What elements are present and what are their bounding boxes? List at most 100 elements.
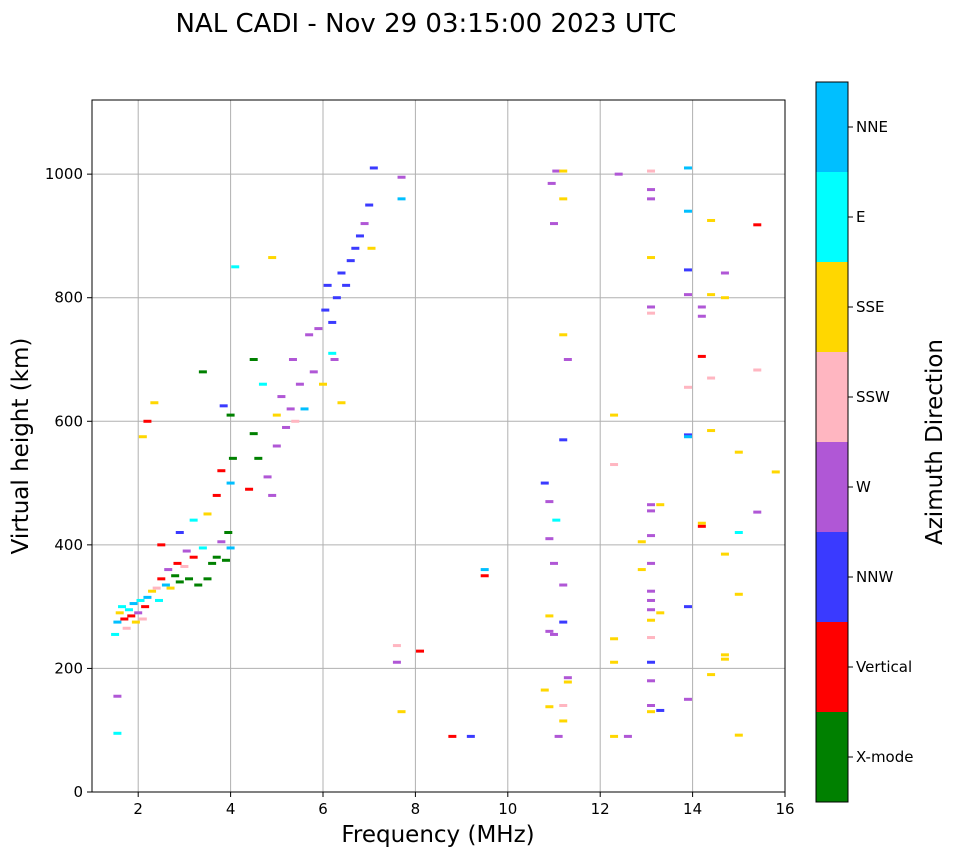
data-point xyxy=(249,358,258,361)
data-point xyxy=(365,203,374,207)
colorbar-frame xyxy=(815,81,849,803)
data-point xyxy=(166,586,175,590)
data-point xyxy=(152,586,161,590)
data-point xyxy=(122,626,131,630)
x-axis-ticks: 2 4 6 8 10 12 14 16 xyxy=(133,792,795,818)
data-point xyxy=(554,734,563,738)
data-point xyxy=(540,688,549,692)
data-point xyxy=(647,311,656,315)
colorbar-segment xyxy=(816,532,848,622)
data-point xyxy=(614,172,623,176)
data-point xyxy=(697,521,706,525)
data-point xyxy=(113,620,122,624)
data-point xyxy=(263,475,272,479)
data-point xyxy=(647,256,656,260)
data-point xyxy=(771,470,780,474)
data-point xyxy=(224,531,233,534)
data-point xyxy=(330,358,339,361)
data-point xyxy=(610,660,619,664)
data-point xyxy=(355,234,364,238)
data-point xyxy=(545,629,554,633)
data-point xyxy=(416,649,425,653)
data-point xyxy=(720,657,729,661)
data-point xyxy=(559,620,568,624)
data-point xyxy=(720,271,729,275)
data-point xyxy=(143,419,152,423)
x-tick-label: 2 xyxy=(133,800,143,818)
data-point xyxy=(559,719,568,723)
data-point xyxy=(360,222,369,226)
data-point xyxy=(272,413,281,417)
data-point xyxy=(683,293,692,297)
data-point xyxy=(647,188,656,192)
y-axis-label: Virtual height (km) xyxy=(8,338,34,555)
x-tick-label: 10 xyxy=(498,800,517,818)
data-point xyxy=(185,577,194,581)
y-tick-label: 1000 xyxy=(45,165,83,183)
data-point xyxy=(610,637,619,641)
data-point xyxy=(300,407,309,411)
data-point xyxy=(753,368,762,372)
data-point xyxy=(198,546,207,550)
data-point xyxy=(221,558,230,562)
data-point xyxy=(111,632,120,636)
data-point xyxy=(219,404,228,408)
data-point xyxy=(157,543,166,547)
data-point xyxy=(637,568,646,572)
colorbar-segment xyxy=(816,442,848,532)
data-point xyxy=(647,679,656,683)
x-tick-label: 6 xyxy=(318,800,328,818)
data-point xyxy=(623,734,632,738)
data-point xyxy=(697,524,706,528)
data-point xyxy=(563,676,572,680)
data-point xyxy=(610,734,619,738)
x-tick-label: 4 xyxy=(226,800,236,818)
data-point xyxy=(134,611,143,615)
data-point xyxy=(305,333,314,337)
data-point xyxy=(272,444,281,448)
data-point xyxy=(120,617,129,621)
data-point xyxy=(647,608,656,612)
data-point xyxy=(448,734,457,738)
data-point xyxy=(559,197,568,201)
data-point xyxy=(286,407,295,411)
grid-lines xyxy=(92,100,785,792)
x-tick-label: 16 xyxy=(775,800,794,818)
data-point xyxy=(226,413,235,417)
data-point xyxy=(734,592,743,596)
data-point xyxy=(175,531,184,534)
chart-title: NAL CADI - Nov 29 03:15:00 2023 UTC xyxy=(176,9,677,39)
data-point xyxy=(332,296,341,300)
data-point xyxy=(319,382,327,386)
data-point xyxy=(480,568,489,572)
data-point xyxy=(203,577,212,581)
data-point xyxy=(397,197,406,201)
data-point xyxy=(295,382,304,386)
data-point xyxy=(203,512,212,516)
data-point xyxy=(683,166,692,170)
data-point xyxy=(647,636,656,640)
data-point xyxy=(175,580,184,584)
y-tick-label: 400 xyxy=(54,536,83,554)
data-point xyxy=(194,583,203,587)
data-point xyxy=(254,456,263,460)
x-tick-label: 14 xyxy=(683,800,702,818)
data-point xyxy=(118,605,127,609)
data-point xyxy=(328,320,337,324)
data-point xyxy=(268,493,277,497)
data-point xyxy=(647,305,656,309)
data-point xyxy=(138,617,147,621)
data-point xyxy=(697,305,706,309)
data-point xyxy=(150,401,159,405)
data-point xyxy=(217,469,226,473)
data-point xyxy=(734,531,743,534)
data-point xyxy=(277,395,286,399)
data-point xyxy=(154,598,163,602)
colorbar-segment xyxy=(816,352,848,442)
data-point xyxy=(291,419,300,423)
data-point xyxy=(208,561,217,565)
data-point xyxy=(189,555,198,559)
data-point xyxy=(545,500,554,504)
x-axis-label: Frequency (MHz) xyxy=(341,822,534,848)
